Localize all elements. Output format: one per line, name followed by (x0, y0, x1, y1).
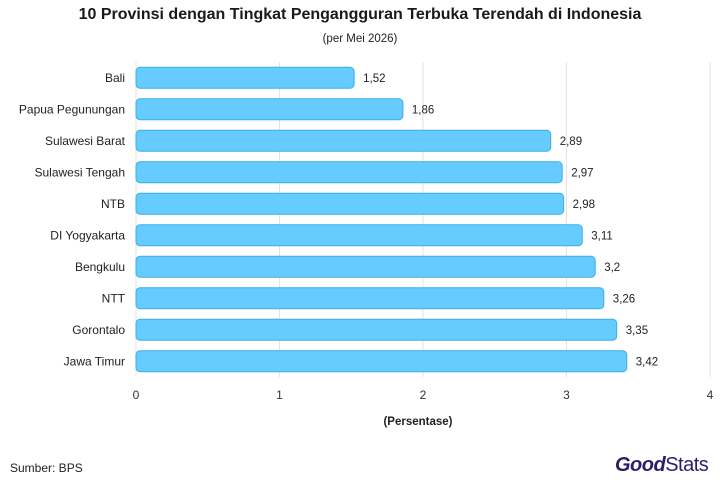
value-label: 2,98 (573, 199, 595, 211)
value-label: 2,97 (571, 167, 593, 179)
x-tick-label: 4 (707, 388, 714, 402)
bar (135, 255, 596, 278)
value-label: 3,26 (613, 293, 635, 305)
bar (135, 350, 628, 373)
category-label: NTB (101, 197, 125, 211)
brand-part-stats: Stats (665, 454, 709, 476)
category-label: Sulawesi Tengah (34, 165, 125, 179)
category-label: Jawa Timur (64, 354, 125, 368)
category-label: Bengkulu (75, 260, 125, 274)
value-label: 3,35 (626, 325, 648, 337)
bar (135, 66, 355, 89)
category-label: Gorontalo (72, 323, 125, 337)
bar-chart: 0 1 2 3 4 Bali 1,52 Papua Pegunungan 1,86 Sulawes… (19, 62, 714, 428)
x-tick-label: 0 (133, 388, 140, 402)
category-label: Sulawesi Barat (45, 134, 126, 148)
chart-subtitle: (per Mei 2026) (322, 33, 398, 45)
category-label: NTT (102, 291, 126, 305)
bar (135, 129, 552, 152)
bar (135, 192, 565, 215)
value-label: 2,89 (560, 136, 582, 148)
category-label: Papua Pegunungan (19, 102, 125, 116)
x-tick-label: 3 (563, 388, 570, 402)
x-tick-label: 2 (420, 388, 427, 402)
category-label: DI Yogyakarta (50, 228, 125, 242)
bar (135, 98, 404, 121)
source-note: Sumber: BPS (10, 461, 83, 475)
x-axis-title: (Persentase) (383, 416, 452, 428)
chart-title: 10 Provinsi dengan Tingkat Pengangguran … (78, 6, 642, 23)
bar (135, 318, 618, 341)
brand-part-good: Good (615, 454, 666, 476)
value-label: 3,2 (604, 262, 620, 274)
value-label: 3,11 (591, 230, 613, 242)
bar (135, 224, 583, 247)
value-label: 1,86 (412, 104, 434, 116)
value-label: 1,52 (363, 73, 385, 85)
bar (135, 161, 563, 184)
x-tick-label: 1 (276, 388, 283, 402)
goodstats-logo: GoodStats (615, 454, 709, 477)
bar (135, 287, 605, 310)
category-label: Bali (105, 71, 125, 85)
value-label: 3,42 (636, 356, 658, 368)
